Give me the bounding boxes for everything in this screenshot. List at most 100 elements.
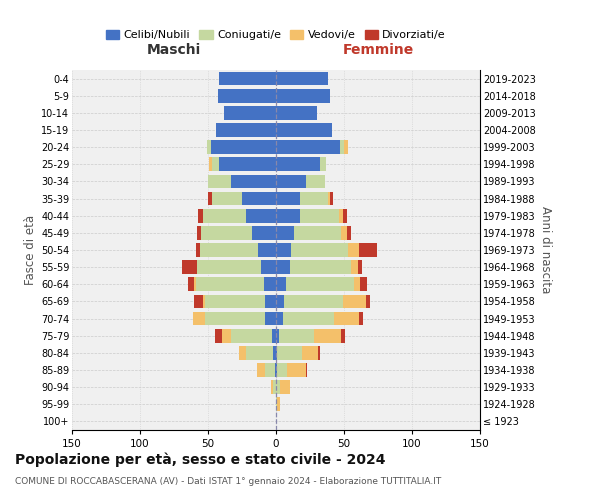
Bar [318, 346, 320, 360]
Bar [287, 363, 306, 377]
Bar [359, 312, 363, 326]
Bar [277, 398, 280, 411]
Bar [301, 209, 338, 222]
Bar [265, 312, 276, 326]
Bar [205, 294, 265, 308]
Bar [277, 363, 287, 377]
Bar [276, 260, 290, 274]
Bar [276, 89, 331, 102]
Bar [203, 209, 246, 222]
Bar [279, 329, 314, 342]
Bar [361, 278, 367, 291]
Bar [182, 260, 197, 274]
Bar [194, 278, 196, 291]
Bar [273, 346, 276, 360]
Bar [231, 329, 272, 342]
Bar [276, 380, 280, 394]
Bar [343, 294, 366, 308]
Bar [272, 329, 276, 342]
Bar [314, 329, 341, 342]
Bar [277, 346, 302, 360]
Text: COMUNE DI ROCCABASCERANA (AV) - Dati ISTAT 1° gennaio 2024 - Elaborazione TUTTIT: COMUNE DI ROCCABASCERANA (AV) - Dati IST… [15, 478, 441, 486]
Bar [291, 243, 348, 257]
Bar [276, 398, 277, 411]
Bar [201, 226, 251, 239]
Bar [293, 226, 341, 239]
Bar [276, 72, 328, 86]
Bar [251, 226, 276, 239]
Bar [290, 260, 351, 274]
Bar [273, 380, 276, 394]
Bar [203, 294, 205, 308]
Bar [265, 294, 276, 308]
Bar [331, 192, 333, 205]
Bar [276, 294, 284, 308]
Bar [188, 278, 194, 291]
Bar [348, 243, 359, 257]
Bar [283, 312, 334, 326]
Bar [343, 209, 347, 222]
Bar [196, 278, 264, 291]
Bar [193, 312, 205, 326]
Bar [276, 278, 286, 291]
Bar [306, 174, 325, 188]
Bar [276, 243, 291, 257]
Bar [200, 243, 259, 257]
Bar [211, 140, 276, 154]
Bar [265, 363, 275, 377]
Text: Femmine: Femmine [343, 44, 413, 58]
Bar [301, 192, 328, 205]
Legend: Celibi/Nubili, Coniugati/e, Vedovi/e, Divorziati/e: Celibi/Nubili, Coniugati/e, Vedovi/e, Di… [101, 25, 451, 44]
Bar [366, 294, 370, 308]
Bar [206, 140, 211, 154]
Bar [219, 72, 276, 86]
Bar [280, 380, 290, 394]
Bar [208, 174, 231, 188]
Bar [216, 123, 276, 137]
Text: Popolazione per età, sesso e stato civile - 2024: Popolazione per età, sesso e stato civil… [15, 452, 386, 467]
Bar [276, 363, 277, 377]
Bar [328, 192, 331, 205]
Bar [341, 329, 346, 342]
Bar [341, 226, 347, 239]
Bar [246, 346, 273, 360]
Bar [276, 106, 317, 120]
Bar [344, 140, 348, 154]
Bar [246, 209, 276, 222]
Bar [275, 363, 276, 377]
Bar [276, 209, 301, 222]
Bar [212, 158, 219, 171]
Bar [276, 174, 306, 188]
Bar [208, 192, 212, 205]
Bar [194, 294, 203, 308]
Bar [306, 363, 307, 377]
Bar [257, 363, 265, 377]
Bar [276, 329, 279, 342]
Bar [320, 158, 326, 171]
Bar [199, 209, 203, 222]
Bar [276, 123, 332, 137]
Bar [358, 260, 362, 274]
Bar [276, 158, 320, 171]
Y-axis label: Fasce di età: Fasce di età [23, 215, 37, 285]
Bar [271, 380, 273, 394]
Bar [205, 312, 265, 326]
Bar [221, 329, 231, 342]
Bar [215, 329, 221, 342]
Bar [302, 346, 318, 360]
Bar [242, 192, 276, 205]
Bar [276, 226, 293, 239]
Bar [351, 260, 358, 274]
Bar [334, 312, 359, 326]
Bar [284, 294, 343, 308]
Bar [359, 243, 377, 257]
Bar [219, 158, 276, 171]
Bar [212, 192, 242, 205]
Y-axis label: Anni di nascita: Anni di nascita [539, 206, 553, 294]
Bar [286, 278, 353, 291]
Bar [347, 226, 351, 239]
Bar [224, 106, 276, 120]
Bar [197, 260, 261, 274]
Bar [209, 158, 212, 171]
Text: Maschi: Maschi [147, 44, 201, 58]
